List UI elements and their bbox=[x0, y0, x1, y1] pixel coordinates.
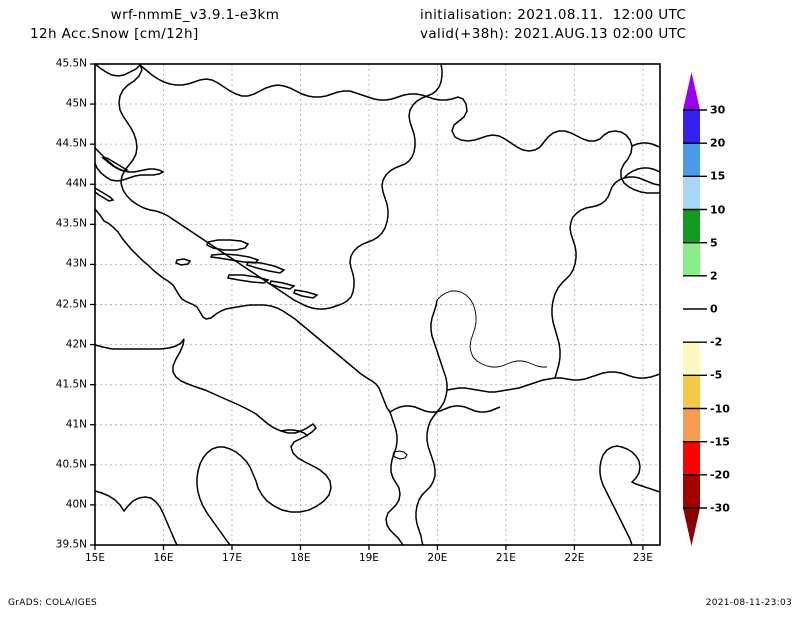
render-timestamp: 2021-08-11-23:03 bbox=[705, 598, 792, 608]
colorbar-band--2_to_0 bbox=[683, 309, 700, 343]
colorbar-label-0: 0 bbox=[710, 302, 718, 316]
lat-tick-40.5N: 40.5N bbox=[55, 458, 87, 471]
border-croatia-hungary bbox=[139, 64, 660, 194]
lat-tick-44.5N: 44.5N bbox=[55, 137, 87, 150]
coastline-greece-north bbox=[602, 445, 660, 493]
lon-tick-21E: 21E bbox=[495, 552, 516, 564]
colorbar-label-5: 5 bbox=[710, 236, 718, 250]
border-romania bbox=[623, 167, 660, 179]
lon-tick-15E: 15E bbox=[85, 552, 105, 564]
lon-tick-22E: 22E bbox=[564, 552, 585, 564]
lat-tick-45N: 45N bbox=[65, 97, 87, 110]
island-dugi-otok bbox=[206, 239, 250, 251]
colorbar-label--2: -2 bbox=[710, 335, 723, 349]
model-title: wrf-nmmE_v3.9.1-e3km bbox=[110, 7, 280, 23]
border-albania-east bbox=[415, 299, 448, 545]
border-serbia-montenegro bbox=[389, 405, 501, 413]
island-hvar bbox=[227, 274, 270, 284]
island-brac bbox=[246, 261, 286, 274]
lake-skadar bbox=[392, 450, 408, 460]
colorbar-label--20: -20 bbox=[710, 468, 730, 482]
field-title: 12h Acc.Snow [cm/12h] bbox=[30, 26, 199, 42]
colorbar-band-0_to_2 bbox=[683, 275, 700, 310]
lon-tick-18E: 18E bbox=[290, 552, 311, 564]
lon-tick-17E: 17E bbox=[221, 552, 242, 564]
island-vis bbox=[175, 258, 192, 266]
colorbar-label-10: 10 bbox=[710, 203, 726, 216]
lon-tick-16E: 16E bbox=[153, 552, 174, 564]
colorbar-band--10_to_-5 bbox=[683, 375, 700, 410]
grads-credit: GrADS: COLA/IGES bbox=[8, 598, 97, 608]
map-geography bbox=[95, 64, 660, 545]
border-slovenia-croatia-north bbox=[95, 64, 157, 212]
colorbar-label-30: 30 bbox=[710, 103, 726, 117]
lat-tick-43N: 43N bbox=[65, 257, 87, 270]
colorbar-label-2: 2 bbox=[710, 269, 718, 283]
colorbar-label--30: -30 bbox=[710, 501, 730, 515]
coastline-albania bbox=[385, 411, 404, 545]
valid-time: valid(+38h): 2021.AUG.13 02:00 UTC bbox=[420, 26, 687, 42]
border-hungary-northeast bbox=[631, 142, 660, 148]
initialisation-time: initialisation: 2021.08.11. 12:00 UTC bbox=[420, 7, 687, 23]
lon-tick-19E: 19E bbox=[358, 552, 379, 564]
colorbar-label--5: -5 bbox=[710, 368, 723, 382]
lon-tick-23E: 23E bbox=[632, 552, 653, 564]
lat-tick-45.5N: 45.5N bbox=[55, 57, 87, 70]
colorbar-band-5_to_10 bbox=[683, 209, 700, 244]
lat-tick-41.5N: 41.5N bbox=[55, 378, 87, 391]
lat-tick-39.5N: 39.5N bbox=[55, 538, 87, 551]
axis-ticks bbox=[90, 63, 644, 550]
colorbar-band--20_to_-15 bbox=[683, 441, 700, 476]
island-mljet bbox=[293, 289, 319, 299]
colorbar-arrow-up bbox=[683, 72, 700, 110]
colorbar-label--15: -15 bbox=[710, 435, 730, 449]
coastline-krk-island bbox=[100, 157, 129, 172]
colorbar-band--30_to_-20 bbox=[683, 474, 700, 509]
coastline-adriatic-east bbox=[95, 208, 391, 413]
coastline-greece-chalkidiki bbox=[599, 454, 633, 545]
lat-tick-42.5N: 42.5N bbox=[55, 298, 87, 310]
lat-tick-42N: 42N bbox=[65, 338, 87, 351]
colorbar-band-20_to_30 bbox=[683, 110, 700, 144]
coastline-italy-apulia-inner bbox=[196, 446, 257, 545]
colorbar-band-10_to_15 bbox=[683, 176, 700, 211]
colorbar-label--10: -10 bbox=[710, 402, 730, 415]
border-bosnia bbox=[155, 64, 443, 310]
lat-tick-40N: 40N bbox=[65, 498, 87, 511]
lat-tick-41N: 41N bbox=[65, 418, 87, 431]
colorbar-band--15_to_-10 bbox=[683, 408, 700, 443]
coastline-pag-island bbox=[95, 187, 115, 202]
lat-tick-43.5N: 43.5N bbox=[55, 217, 87, 230]
colorbar-label-20: 20 bbox=[710, 136, 726, 150]
colorbar-band-2_to_5 bbox=[683, 242, 700, 277]
border-kosovo bbox=[436, 290, 547, 368]
colorbar-band-15_to_20 bbox=[683, 143, 700, 177]
colorbar-label-15: 15 bbox=[710, 169, 726, 183]
header-left-block: wrf-nmmE_v3.9.1-e3km 12h Acc.Snow [cm/12… bbox=[30, 6, 360, 44]
colorbar-arrow-down bbox=[683, 508, 700, 546]
lat-tick-44N: 44N bbox=[65, 177, 87, 190]
coastline-gargano bbox=[280, 429, 309, 437]
map-gridlines bbox=[95, 64, 660, 545]
coastline-italy-west bbox=[95, 490, 178, 545]
colorbar-band--5_to_-2 bbox=[683, 342, 700, 376]
lon-tick-20E: 20E bbox=[427, 552, 448, 564]
colorbar bbox=[683, 72, 707, 546]
header-right-block: initialisation: 2021.08.11. 12:00 UTC va… bbox=[420, 6, 780, 44]
